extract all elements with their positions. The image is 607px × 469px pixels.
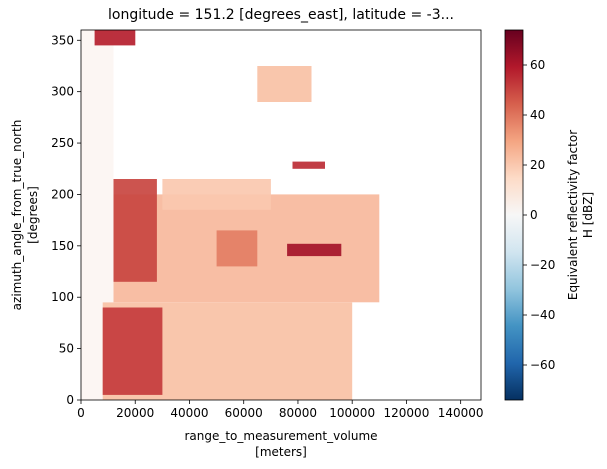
y-tick-label-4: 200 [51,187,74,201]
colorbar-tick-label-6: 60 [530,58,545,72]
y-tick-label-7: 350 [51,33,74,47]
heatmap-cell-region-3 [102,307,163,395]
colorbar-ticks: −60 −40 −20 0 20 40 60 [523,58,555,372]
x-tick-label-4: 80000 [279,406,317,420]
x-tick-label-5: 100000 [329,406,375,420]
plot-area [80,29,482,401]
y-tick-label-6: 300 [51,85,74,99]
colorbar: −60 −40 −20 0 20 40 60 [504,29,555,401]
x-tick-label-3: 60000 [225,406,263,420]
x-axis: 0 20000 40000 60000 80000 100000 120000 140000 [77,400,484,420]
y-axis-unit: [degrees] [26,186,40,244]
x-tick-label-1: 20000 [116,406,154,420]
y-axis: 0 50 100 150 200 250 300 350 [51,33,81,407]
colorbar-label-line1: Equivalent reflectivity factor [566,130,580,300]
heatmap-cell-region-7 [216,230,258,267]
chart-title: longitude = 151.2 [degrees_east], latitu… [108,7,454,23]
colorbar-tick-label-2: −20 [530,258,555,272]
y-tick-label-3: 150 [51,239,74,253]
heatmap-cell-region-10 [257,66,312,102]
x-axis-label: range_to_measurement_volume [184,429,377,443]
colorbar-tick-label-0: −60 [530,358,555,372]
x-tick-label-0: 0 [77,406,85,420]
heatmap-cells [81,30,380,400]
x-tick-label-2: 40000 [170,406,208,420]
y-tick-label-1: 50 [59,342,74,356]
y-tick-label-2: 100 [51,290,74,304]
x-tick-label-6: 120000 [384,406,430,420]
colorbar-tick-label-4: 20 [530,158,545,172]
heatmap-cell-region-9 [292,161,325,169]
colorbar-tick-label-3: 0 [530,208,538,222]
heatmap-cell-region-8 [162,179,271,210]
plot-frame [80,29,482,401]
colorbar-tick-label-1: −40 [530,308,555,322]
heatmap-cell-region-5 [113,179,157,282]
colorbar-tick-label-5: 40 [530,108,545,122]
colorbar-label-line2: H [dBZ] [581,192,595,238]
y-axis-label: azimuth_angle_from_true_north [10,120,24,311]
x-tick-label-7: 140000 [438,406,484,420]
x-axis-unit: [meters] [255,445,307,459]
y-tick-label-0: 0 [66,393,74,407]
heatmap-cell-region-11 [94,30,136,46]
y-tick-label-5: 250 [51,136,74,150]
heatmap-cell-region-6 [287,243,342,257]
colorbar-gradient [504,29,524,401]
